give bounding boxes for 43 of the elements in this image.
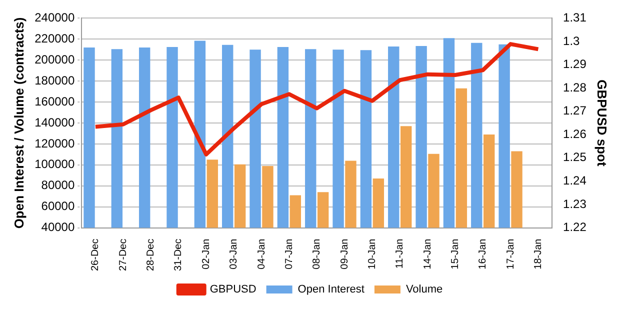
x-tick-label: 15-Jan <box>450 238 461 270</box>
x-tick-label: 02-Jan <box>200 238 212 270</box>
legend-label: GBPUSD <box>210 284 256 296</box>
y-tick-label: 80000 <box>41 178 75 192</box>
y-tick-label: 100000 <box>34 157 75 172</box>
x-tick-label: 16-Jan <box>478 238 489 270</box>
y-tick-label: 40000 <box>41 220 75 234</box>
y-tick-label: 200000 <box>34 52 75 66</box>
y-tick-label: 240000 <box>34 10 75 25</box>
x-tick-label: 04-Jan <box>256 238 268 270</box>
y2-tick-label: 1.31 <box>563 10 587 25</box>
y2-tick-label: 1.3 <box>563 34 580 48</box>
legend-label: Open Interest <box>298 284 364 296</box>
y2-tick-label: 1.24 <box>563 174 587 188</box>
x-tick-label: 31-Dec <box>173 238 184 272</box>
legend-label: Volume <box>406 284 443 296</box>
y2-tick-label: 1.23 <box>563 196 587 211</box>
x-tick-label: 11-Jan <box>394 238 406 269</box>
y-tick-label: 160000 <box>34 94 75 108</box>
y2-tick-label: 1.26 <box>563 126 587 141</box>
x-tick-label: 27-Dec <box>118 238 129 272</box>
x-tick-label: 26-Dec <box>90 238 102 272</box>
y-axis-title: Open Interest / Volume (contracts) <box>11 17 26 229</box>
x-tick-label: 07-Jan <box>284 238 295 270</box>
y2-tick-label: 1.22 <box>563 220 587 234</box>
y-tick-label: 180000 <box>34 73 75 88</box>
y2-tick-label: 1.28 <box>563 80 587 94</box>
y-tick-label: 60000 <box>41 199 75 214</box>
x-tick-label: 09-Jan <box>339 238 350 270</box>
x-tick-label: 17-Jan <box>505 238 516 270</box>
x-tick-label: 28-Dec <box>146 238 157 272</box>
x-tick-label: 14-Jan <box>422 238 434 270</box>
x-tick-label: 03-Jan <box>228 238 240 270</box>
y2-tick-label: 1.29 <box>563 57 587 72</box>
y-tick-label: 140000 <box>34 115 75 130</box>
y2-tick-label: 1.27 <box>563 104 587 118</box>
y2-tick-label: 1.25 <box>563 150 587 164</box>
x-tick-label: 08-Jan <box>312 238 323 270</box>
y2-axis-title: GBPUSD spot <box>594 80 610 167</box>
x-tick-label: 10-Jan <box>366 238 378 270</box>
x-tick-label: 18-Jan <box>532 238 544 270</box>
y-tick-label: 120000 <box>34 136 75 150</box>
y-tick-label: 220000 <box>34 31 75 46</box>
